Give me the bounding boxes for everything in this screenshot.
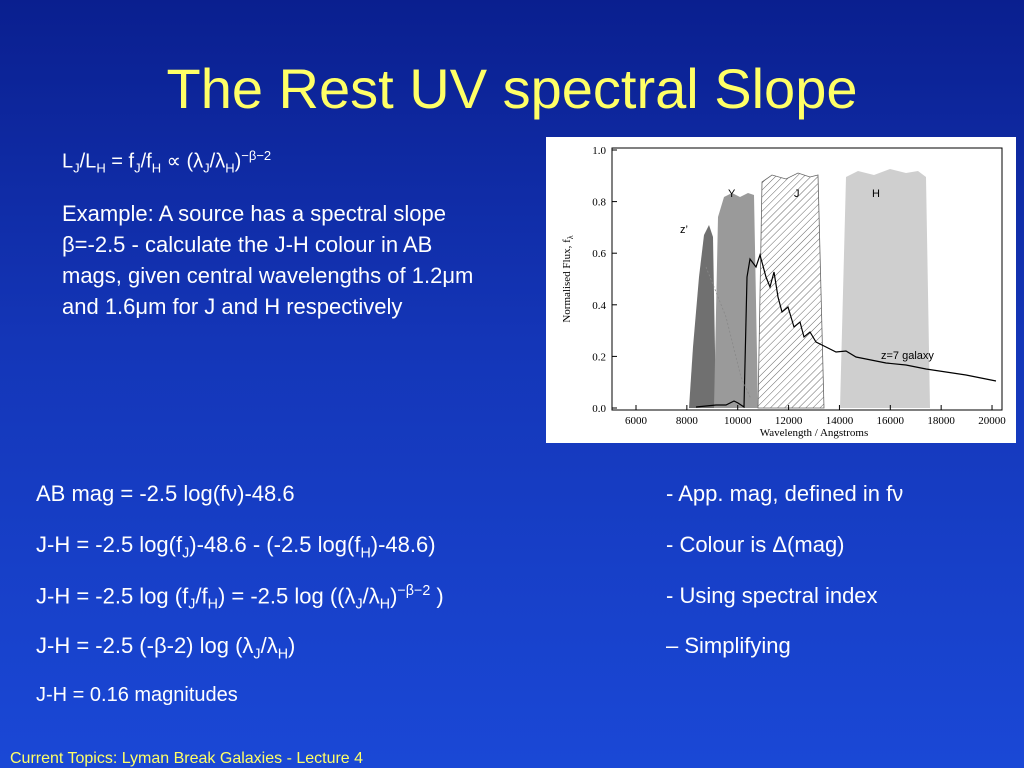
x-tick-label: 10000 [724,415,752,427]
x-tick-label: 18000 [927,415,955,427]
example-text: Example: A source has a spectral slope β… [62,201,474,319]
z-filter [689,225,716,408]
y-filter [714,193,758,408]
x-tick-label: 8000 [676,415,699,427]
plot-frame [611,147,1003,411]
equation: AB mag = -2.5 log(fν)-48.6 [36,481,295,506]
y-tick-label: 0.2 [592,351,606,363]
x-tick-label: 12000 [775,415,803,427]
note: - Colour is Δ(mag) [666,532,845,557]
y-tick-label: 0.0 [592,403,606,415]
y-tick-label: 1.0 [592,145,606,157]
band-label: z’ [680,224,688,236]
dotted-curve [705,266,752,400]
equation: J-H = -2.5 log(fJ)-48.6 - (-2.5 log(fH)-… [36,532,436,562]
y-tick-label: 0.4 [592,300,606,312]
y-tick-label: 0.8 [592,197,606,209]
figure: Normalised Flux, fλ Wavelength / Angstro… [546,137,1016,443]
equation: J-H = 0.16 magnitudes [36,684,238,706]
note: - App. mag, defined in fν [666,481,904,506]
galaxy-spectrum [695,252,997,409]
equation: J-H = -2.5 log (fJ/fH) = -2.5 log ((λJ/λ… [36,583,444,613]
band-label: Y [728,188,736,200]
band-label: J [794,188,800,200]
h-filter [840,169,930,408]
y-axis-label: Normalised Flux, fλ [561,235,575,322]
x-tick-label: 14000 [826,415,854,427]
x-tick-label: 16000 [877,415,905,427]
equation: J-H = -2.5 (-β-2) log (λJ/λH) [36,633,296,663]
y-tick-label: 0.6 [592,248,606,260]
footer: Current Topics: Lyman Break Galaxies - L… [10,750,364,767]
galaxy-label: z=7 galaxy [881,350,934,362]
x-axis-label: Wavelength / Angstroms [760,427,869,439]
x-tick-label: 20000 [978,415,1006,427]
x-tick-label: 6000 [625,415,648,427]
band-label: H [872,188,880,200]
j-filter [757,172,825,409]
slide-title: The Rest UV spectral Slope [166,57,858,120]
note: – Simplifying [666,633,791,658]
note: - Using spectral index [666,583,878,608]
formula: LJ/LH = fJ/fH ∝ (λJ/λH)−β−2 [62,148,272,176]
